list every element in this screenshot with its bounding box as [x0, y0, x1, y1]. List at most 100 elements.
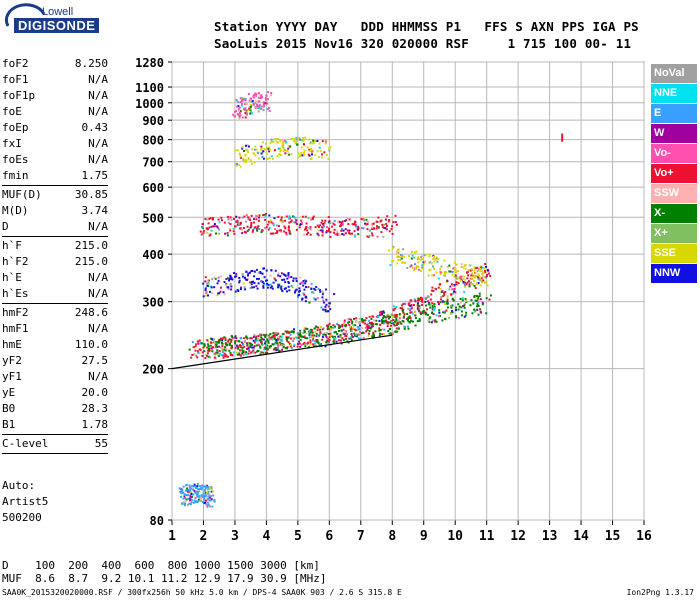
echo-point: [361, 326, 364, 329]
echo-point: [287, 274, 290, 277]
echo-point: [212, 217, 215, 220]
echo-point: [196, 500, 199, 503]
echo-point: [272, 334, 275, 337]
echo-point: [255, 336, 258, 339]
echo-point: [446, 265, 449, 268]
echo-point: [364, 222, 367, 225]
echo-point: [455, 316, 458, 319]
echo-point: [236, 224, 239, 227]
param-value: 27.5: [81, 354, 109, 367]
echo-point: [309, 141, 312, 144]
echo-point: [255, 94, 258, 97]
echo-point: [411, 312, 414, 315]
echo-point: [327, 157, 330, 160]
echo-point: [285, 140, 288, 143]
echo-point: [245, 113, 248, 116]
echo-point: [194, 486, 197, 489]
echo-point: [424, 260, 427, 263]
echo-point: [255, 335, 258, 338]
echo-point: [414, 317, 417, 320]
echo-point: [247, 345, 250, 348]
echo-point: [305, 280, 308, 283]
echo-point: [258, 107, 261, 110]
echo-point: [207, 500, 210, 503]
echo-point: [272, 343, 275, 346]
echo-point: [205, 282, 208, 285]
echo-point: [471, 312, 474, 315]
echo-point: [412, 304, 415, 307]
echo-point: [485, 275, 488, 278]
echo-point: [349, 232, 352, 235]
echo-point: [441, 319, 444, 322]
echo-point: [270, 155, 273, 158]
echo-point: [234, 162, 237, 165]
echo-point: [325, 288, 328, 291]
echo-point: [236, 219, 239, 222]
echo-point: [221, 344, 224, 347]
echo-point: [197, 488, 200, 491]
echo-point: [252, 349, 255, 352]
param-name: B1: [2, 418, 16, 431]
echo-point: [408, 301, 411, 304]
echo-point: [390, 260, 393, 263]
echo-point: [235, 215, 238, 218]
echo-point: [316, 232, 319, 235]
echo-point: [443, 272, 446, 275]
echo-point: [280, 272, 283, 275]
echo-point: [478, 292, 481, 295]
echo-point: [448, 264, 451, 267]
legend-item: Vo+: [651, 164, 697, 183]
echo-point: [241, 146, 244, 149]
echo-point: [179, 490, 182, 493]
echo-point: [373, 334, 376, 337]
echo-point: [218, 232, 221, 235]
param-value: N/A: [88, 370, 108, 383]
echo-point: [183, 504, 186, 507]
echo-point: [395, 306, 398, 309]
echo-point: [361, 318, 364, 321]
echo-point: [463, 275, 466, 278]
echo-point: [228, 277, 231, 280]
echo-point: [327, 342, 330, 345]
echo-point: [433, 260, 436, 263]
echo-point: [380, 231, 383, 234]
echo-point: [419, 311, 422, 314]
echo-point: [265, 333, 268, 336]
echo-point: [423, 254, 426, 257]
echo-point: [339, 224, 342, 227]
echo-point: [265, 279, 268, 282]
echo-point: [348, 320, 351, 323]
echo-point: [416, 307, 419, 310]
echo-point: [227, 218, 230, 221]
echo-point: [309, 149, 312, 152]
echo-point: [266, 102, 269, 105]
echo-point: [238, 352, 241, 355]
echo-point: [259, 339, 262, 342]
echo-point: [235, 344, 238, 347]
echo-point: [366, 323, 369, 326]
echo-point: [257, 271, 260, 274]
echo-point: [281, 220, 284, 223]
echo-point: [345, 332, 348, 335]
echo-point: [247, 150, 250, 153]
echo-point: [477, 273, 480, 276]
echo-point: [344, 325, 347, 328]
echo-point: [296, 143, 299, 146]
echo-point: [374, 323, 377, 326]
echo-point: [215, 345, 218, 348]
echo-point: [203, 496, 206, 499]
echo-point: [249, 105, 252, 108]
echo-point: [264, 97, 267, 100]
echo-point: [321, 226, 324, 229]
echo-point: [316, 297, 319, 300]
echo-point: [205, 291, 208, 294]
echo-point: [292, 330, 295, 333]
legend-item: Vo-: [651, 144, 697, 163]
echo-point: [224, 355, 227, 358]
echo-point: [370, 323, 373, 326]
echo-point: [458, 305, 461, 308]
echo-point: [249, 112, 252, 115]
echo-point: [257, 219, 260, 222]
echo-point: [340, 229, 343, 232]
echo-point: [278, 349, 281, 352]
